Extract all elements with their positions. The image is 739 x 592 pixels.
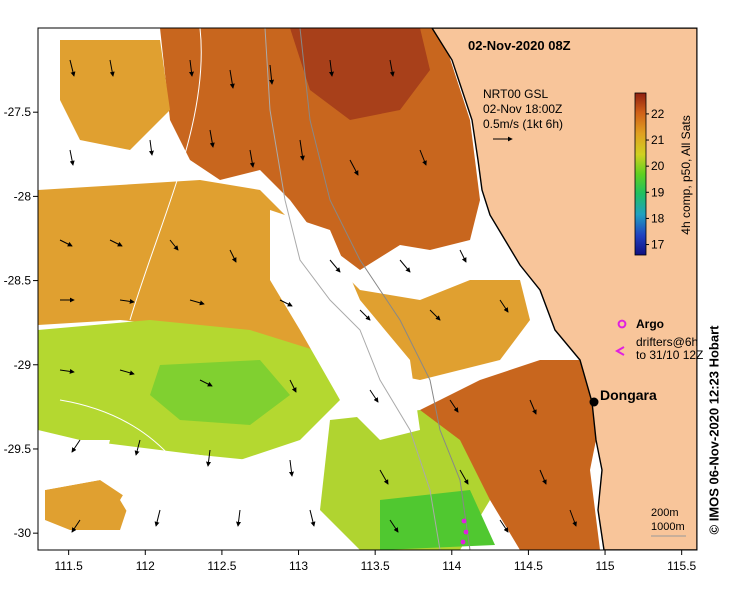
- colorbar-tick-label: 17: [651, 238, 665, 252]
- y-tick-label: -29: [14, 358, 32, 372]
- colorbar-label: 4h comp, p50, All Sats: [679, 115, 693, 234]
- cloud-gap-3: [120, 450, 300, 550]
- copyright-note: © IMOS 06-Nov-2020 12:23 Hobart: [704, 300, 724, 560]
- colorbar-ticks: 17 18 19 20 21 22: [646, 107, 665, 252]
- dongara-label: Dongara: [600, 387, 657, 403]
- land: [431, 28, 697, 550]
- y-axis: -27.5 -28 -28.5 -29 -29.5 -30: [4, 105, 38, 540]
- current-info-line1: NRT00 GSL: [483, 87, 548, 101]
- scale-200m: 200m: [651, 507, 679, 519]
- sst-green-core: [150, 360, 290, 425]
- bathymetry-1000m: [264, 28, 441, 550]
- x-tick-label: 113.5: [361, 559, 390, 573]
- current-info-line2: 02-Nov 18:00Z: [483, 102, 562, 116]
- argo-marker: [617, 319, 627, 329]
- x-tick-label: 112.5: [207, 559, 236, 573]
- y-tick-label: -30: [14, 526, 32, 540]
- x-tick-label: 115.5: [667, 559, 696, 573]
- sst-orange-sw: [45, 480, 130, 530]
- colorbar: [634, 92, 647, 256]
- cloud-gap-1: [270, 210, 420, 440]
- plot-frame: [37, 27, 698, 551]
- x-tick-label: 113: [289, 559, 308, 573]
- sst-warm-core: [290, 28, 430, 120]
- x-axis: 111.5 112 112.5 113 113.5 114 114.5 115 115.5: [55, 550, 697, 573]
- y-tick-label: -28: [14, 189, 32, 203]
- scale-1000m: 1000m: [651, 521, 685, 533]
- sst-orange-nw: [60, 40, 170, 150]
- argo-label: Argo: [636, 317, 664, 331]
- cloud-gap-4: [38, 440, 110, 490]
- x-tick-label: 114.5: [514, 559, 543, 573]
- colorbar-tick-label: 22: [651, 107, 665, 121]
- y-tick-label: -29.5: [4, 442, 32, 456]
- colorbar-tick-label: 18: [651, 211, 665, 225]
- y-tick-label: -27.5: [4, 105, 32, 119]
- colorbar-tick-label: 21: [651, 133, 665, 147]
- y-tick-label: -28.5: [4, 274, 32, 288]
- drifter-label-2: to 31/10 12Z: [636, 348, 703, 362]
- map-title: 02-Nov-2020 08Z: [468, 38, 571, 53]
- sea-level-contour-1: [129, 28, 202, 321]
- colorbar-tick-label: 20: [651, 159, 665, 173]
- copyright-text: © IMOS 06-Nov-2020 12:23 Hobart: [706, 325, 722, 535]
- drifter-label-1: drifters@6h: [636, 335, 698, 349]
- x-tick-label: 111.5: [55, 559, 84, 573]
- drifter-tracks: [460, 518, 469, 545]
- dongara-marker: [589, 397, 599, 407]
- x-tick-label: 112: [136, 559, 155, 573]
- sea-level-contour-2: [59, 399, 201, 501]
- sst-warm-southeast: [420, 360, 600, 550]
- current-vectors: [59, 59, 577, 533]
- x-tick-label: 114: [442, 559, 461, 573]
- x-tick-label: 115: [595, 559, 614, 573]
- current-info-line3: 0.5m/s (1kt 6h): [483, 117, 563, 131]
- drifter-marker: [614, 346, 625, 356]
- cloud-gap-2: [38, 40, 60, 160]
- sst-bright-green: [380, 490, 495, 550]
- colorbar-tick-label: 19: [651, 185, 665, 199]
- bathymetry-200m: [299, 28, 471, 550]
